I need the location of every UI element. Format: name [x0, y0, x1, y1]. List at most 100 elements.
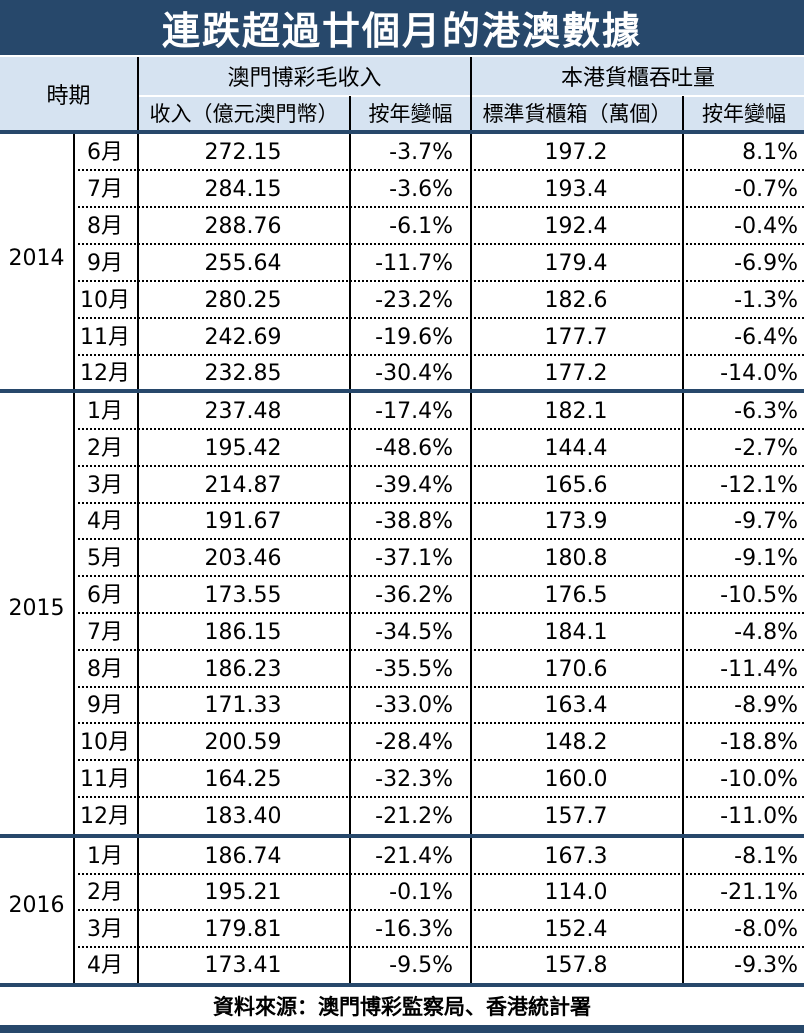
- revenue-cell: 164.25: [204, 767, 282, 792]
- teu-cell: 114.0: [544, 880, 608, 906]
- gaming-yoy-cell-value: -33.0%: [375, 693, 453, 719]
- revenue-cell: 288.76: [204, 213, 282, 239]
- month-cell: 11月: [80, 324, 130, 350]
- month-cell: 5月: [87, 546, 123, 572]
- container-yoy-cell: -14.0%: [682, 355, 804, 392]
- container-yoy-cell: -1.3%: [682, 282, 804, 319]
- month-cell: 7月: [87, 619, 123, 645]
- col-divider-revenue: [349, 96, 351, 985]
- gaming-yoy-cell: -23.2%: [349, 282, 459, 319]
- month-cell: 4月: [87, 509, 123, 535]
- gaming-yoy-cell-value: -36.2%: [375, 583, 453, 608]
- gaming-yoy-cell: -33.0%: [349, 687, 459, 724]
- gaming-yoy-cell: -36.2%: [349, 577, 459, 614]
- month-cell: 11月: [80, 767, 130, 792]
- gaming-yoy-cell: -9.5%: [349, 947, 459, 984]
- container-yoy-cell-value: -12.1%: [720, 472, 798, 498]
- year-separator-2016: [0, 834, 804, 838]
- month-cell: 4月: [87, 953, 123, 979]
- gaming-yoy-cell: -16.3%: [349, 911, 459, 948]
- container-yoy-cell: -4.8%: [682, 614, 804, 651]
- container-yoy-cell-value: -1.3%: [734, 287, 798, 313]
- gaming-yoy-cell: -6.1%: [349, 208, 459, 245]
- revenue-cell: 191.67: [204, 509, 282, 535]
- table-row: 4月 173.41 -9.5% 157.8 -9.3%: [0, 947, 804, 984]
- container-yoy-cell-value: -14.0%: [720, 361, 798, 387]
- gaming-yoy-cell-value: -11.7%: [375, 250, 453, 276]
- revenue-cell: 272.15: [204, 140, 282, 165]
- teu-cell: 182.1: [544, 399, 608, 424]
- table-row: 10月 200.59 -28.4% 148.2 -18.8%: [0, 724, 804, 762]
- teu-cell: 184.1: [544, 619, 608, 645]
- header-yoy-container: 按年變幅: [684, 96, 804, 130]
- col-divider-yoy1: [470, 57, 472, 985]
- teu-cell: 177.7: [544, 324, 608, 350]
- container-yoy-cell: -21.1%: [682, 874, 804, 911]
- table-row: 12月 232.85 -30.4% 177.2 -14.0%: [0, 355, 804, 392]
- container-yoy-cell-value: -2.7%: [734, 435, 798, 461]
- col-divider-teu: [682, 96, 684, 985]
- container-yoy-cell: -10.0%: [682, 761, 804, 798]
- gaming-yoy-cell-value: -48.6%: [375, 435, 453, 461]
- container-yoy-cell: -0.7%: [682, 171, 804, 208]
- revenue-cell: 232.85: [204, 361, 282, 387]
- container-yoy-cell-value: -8.1%: [734, 844, 798, 869]
- teu-cell: 173.9: [544, 509, 608, 535]
- header-macau-gaming: 澳門博彩毛收入: [139, 57, 470, 95]
- year-separator-2015: [0, 389, 804, 393]
- container-yoy-cell: -8.0%: [682, 911, 804, 948]
- table-row: 7月 284.15 -3.6% 193.4 -0.7%: [0, 171, 804, 208]
- header-yoy-gaming: 按年變幅: [351, 96, 470, 130]
- container-yoy-cell-value: -10.5%: [720, 583, 798, 608]
- container-yoy-cell: -11.0%: [682, 798, 804, 835]
- month-cell: 10月: [80, 287, 130, 313]
- container-yoy-cell: -11.4%: [682, 651, 804, 688]
- gaming-yoy-cell-value: -3.7%: [389, 140, 453, 165]
- container-yoy-cell-value: -8.9%: [734, 693, 798, 719]
- container-yoy-cell-value: -11.4%: [720, 656, 798, 682]
- year-separator-top: [0, 130, 804, 134]
- month-cell: 3月: [87, 472, 123, 498]
- container-yoy-cell-value: -0.4%: [734, 213, 798, 239]
- month-cell: 6月: [87, 140, 123, 165]
- month-cell: 2月: [87, 880, 123, 906]
- gaming-yoy-cell-value: -35.5%: [375, 656, 453, 682]
- table-row: 10月 280.25 -23.2% 182.6 -1.3%: [0, 282, 804, 319]
- month-cell: 9月: [87, 250, 123, 276]
- revenue-cell: 214.87: [204, 472, 282, 498]
- header-teu: 標準貨櫃箱（萬個）: [472, 96, 682, 130]
- container-yoy-cell-value: 8.1%: [742, 140, 798, 165]
- container-yoy-cell: -18.8%: [682, 724, 804, 761]
- month-cell: 3月: [87, 916, 123, 942]
- teu-cell: 144.4: [544, 435, 608, 461]
- container-yoy-cell-value: -9.1%: [734, 546, 798, 572]
- table-row: 9月 171.33 -33.0% 163.4 -8.9%: [0, 687, 804, 725]
- gaming-yoy-cell-value: -34.5%: [375, 619, 453, 645]
- table-row: 1月 186.74 -21.4% 167.3 -8.1%: [0, 838, 804, 875]
- container-yoy-cell-value: -18.8%: [720, 730, 798, 756]
- table-row: 5月 203.46 -37.1% 180.8 -9.1%: [0, 540, 804, 578]
- gaming-yoy-cell-value: -37.1%: [375, 546, 453, 572]
- gaming-yoy-cell-value: -6.1%: [389, 213, 453, 239]
- container-yoy-cell: -9.7%: [682, 503, 804, 540]
- gaming-yoy-cell-value: -21.2%: [375, 803, 453, 829]
- gaming-yoy-cell: -48.6%: [349, 430, 459, 467]
- year-separator-bottom: [0, 983, 804, 987]
- table-row: 8月 288.76 -6.1% 192.4 -0.4%: [0, 208, 804, 245]
- year-2014: 2014: [8, 246, 65, 271]
- month-cell: 10月: [80, 730, 130, 756]
- gaming-yoy-cell: -0.1%: [349, 874, 459, 911]
- container-yoy-cell-value: -4.8%: [734, 619, 798, 645]
- teu-cell: 179.4: [544, 250, 608, 276]
- gaming-yoy-cell-value: -16.3%: [375, 916, 453, 942]
- teu-cell: 157.8: [544, 953, 608, 979]
- month-cell: 12月: [80, 361, 130, 387]
- month-cell: 8月: [87, 213, 123, 239]
- container-yoy-cell-value: -11.0%: [720, 803, 798, 829]
- container-yoy-cell-value: -10.0%: [720, 767, 798, 792]
- container-yoy-cell: -0.4%: [682, 208, 804, 245]
- container-yoy-cell: -8.1%: [682, 838, 804, 875]
- gaming-yoy-cell-value: -19.6%: [375, 324, 453, 350]
- revenue-cell: 186.23: [204, 656, 282, 682]
- container-yoy-cell: -8.9%: [682, 687, 804, 724]
